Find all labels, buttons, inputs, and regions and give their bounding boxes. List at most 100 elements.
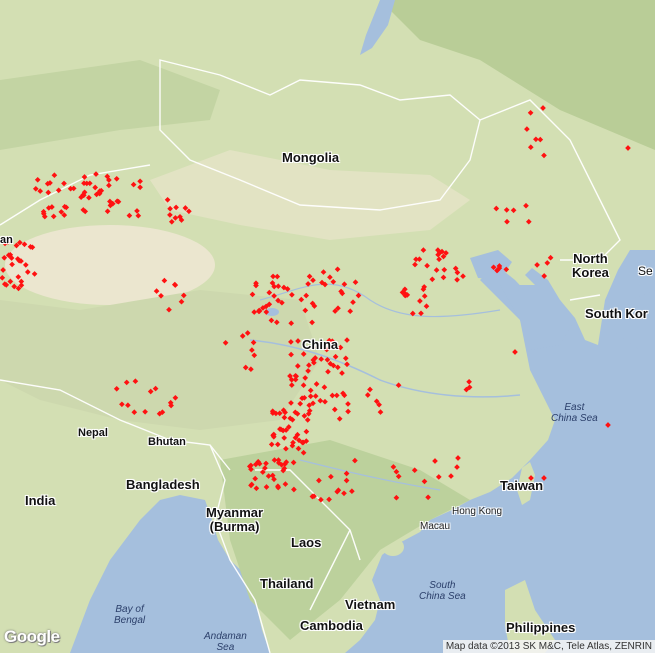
- location-marker[interactable]: [541, 152, 547, 159]
- location-marker[interactable]: [342, 355, 349, 362]
- location-marker[interactable]: [390, 464, 397, 470]
- location-marker[interactable]: [303, 428, 310, 435]
- location-marker[interactable]: [344, 361, 350, 368]
- location-marker[interactable]: [333, 392, 340, 399]
- location-marker[interactable]: [292, 376, 299, 383]
- location-marker[interactable]: [336, 415, 343, 422]
- location-marker[interactable]: [337, 344, 344, 351]
- location-marker[interactable]: [503, 266, 510, 273]
- location-marker[interactable]: [134, 208, 140, 214]
- location-marker[interactable]: [178, 298, 185, 305]
- location-marker[interactable]: [125, 402, 131, 409]
- location-marker[interactable]: [503, 207, 510, 213]
- location-marker[interactable]: [306, 273, 313, 280]
- location-marker[interactable]: [251, 309, 258, 315]
- location-marker[interactable]: [113, 385, 120, 392]
- location-marker[interactable]: [273, 319, 280, 326]
- location-marker[interactable]: [284, 286, 291, 292]
- location-marker[interactable]: [93, 171, 99, 177]
- location-marker[interactable]: [283, 459, 290, 465]
- location-marker[interactable]: [323, 346, 330, 353]
- location-marker[interactable]: [333, 343, 339, 350]
- location-marker[interactable]: [16, 239, 23, 246]
- location-marker[interactable]: [300, 449, 307, 456]
- location-marker[interactable]: [373, 398, 380, 405]
- location-marker[interactable]: [277, 426, 283, 432]
- location-marker[interactable]: [421, 293, 428, 299]
- location-marker[interactable]: [411, 467, 418, 474]
- location-marker[interactable]: [303, 292, 310, 299]
- location-marker[interactable]: [320, 269, 327, 275]
- location-marker[interactable]: [448, 473, 454, 479]
- location-marker[interactable]: [466, 378, 472, 385]
- location-marker[interactable]: [541, 273, 548, 279]
- location-marker[interactable]: [249, 347, 255, 353]
- location-marker[interactable]: [425, 494, 431, 501]
- location-marker[interactable]: [288, 400, 294, 406]
- location-marker[interactable]: [326, 496, 332, 503]
- location-marker[interactable]: [271, 293, 277, 299]
- location-marker[interactable]: [67, 185, 74, 192]
- location-marker[interactable]: [332, 308, 338, 314]
- location-marker[interactable]: [21, 241, 28, 248]
- location-marker[interactable]: [435, 247, 441, 253]
- location-marker[interactable]: [327, 360, 334, 367]
- location-marker[interactable]: [270, 273, 276, 280]
- location-marker[interactable]: [341, 490, 347, 497]
- location-marker[interactable]: [395, 473, 402, 480]
- location-marker[interactable]: [123, 379, 130, 386]
- location-marker[interactable]: [421, 478, 428, 485]
- location-marker[interactable]: [307, 387, 314, 394]
- location-marker[interactable]: [253, 282, 259, 289]
- location-marker[interactable]: [81, 174, 88, 180]
- location-marker[interactable]: [119, 401, 125, 408]
- location-marker[interactable]: [317, 397, 324, 404]
- location-marker[interactable]: [153, 288, 160, 294]
- location-marker[interactable]: [413, 256, 419, 263]
- location-marker[interactable]: [274, 273, 281, 280]
- location-marker[interactable]: [263, 309, 270, 315]
- location-marker[interactable]: [332, 353, 339, 360]
- location-marker[interactable]: [402, 286, 408, 293]
- location-marker[interactable]: [322, 398, 328, 405]
- location-marker[interactable]: [310, 357, 317, 363]
- location-marker[interactable]: [295, 338, 301, 344]
- location-marker[interactable]: [288, 382, 295, 388]
- location-marker[interactable]: [172, 394, 179, 401]
- location-marker[interactable]: [329, 338, 336, 345]
- location-marker[interactable]: [18, 282, 25, 289]
- location-marker[interactable]: [490, 264, 497, 271]
- location-marker[interactable]: [168, 218, 175, 225]
- location-marker[interactable]: [537, 136, 544, 143]
- location-marker[interactable]: [104, 208, 111, 215]
- location-marker[interactable]: [347, 308, 354, 315]
- location-marker[interactable]: [294, 363, 301, 369]
- location-marker[interactable]: [222, 339, 229, 346]
- location-marker[interactable]: [109, 200, 116, 207]
- location-marker[interactable]: [172, 282, 179, 288]
- location-marker[interactable]: [441, 266, 448, 273]
- location-marker[interactable]: [249, 291, 256, 298]
- location-marker[interactable]: [605, 422, 611, 428]
- location-marker[interactable]: [493, 205, 500, 212]
- location-marker[interactable]: [364, 392, 371, 398]
- location-marker[interactable]: [540, 105, 546, 111]
- location-marker[interactable]: [325, 368, 331, 375]
- location-marker[interactable]: [349, 488, 355, 495]
- location-marker[interactable]: [263, 484, 270, 490]
- location-marker[interactable]: [142, 408, 148, 415]
- location-marker[interactable]: [275, 483, 281, 490]
- location-marker[interactable]: [253, 485, 260, 492]
- location-marker[interactable]: [496, 263, 503, 269]
- location-marker[interactable]: [137, 184, 143, 191]
- location-marker[interactable]: [435, 474, 442, 480]
- location-marker[interactable]: [266, 301, 273, 308]
- location-marker[interactable]: [528, 475, 534, 481]
- location-marker[interactable]: [180, 292, 187, 299]
- location-marker[interactable]: [296, 437, 302, 444]
- location-marker[interactable]: [15, 285, 22, 292]
- location-marker[interactable]: [259, 469, 266, 475]
- location-marker[interactable]: [311, 303, 318, 309]
- location-marker[interactable]: [172, 215, 179, 221]
